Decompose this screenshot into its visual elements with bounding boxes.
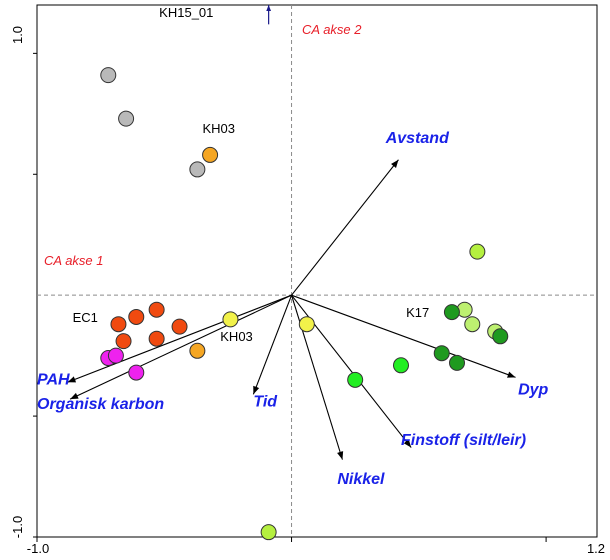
sample-label: KH03 <box>220 329 253 344</box>
label-group: -1.0 1.2 1.0 -1.0 CA akse 1 CA akse 2 KH… <box>10 5 605 556</box>
sample-point <box>148 330 165 347</box>
sample-point <box>100 67 117 84</box>
sample-point <box>443 304 460 321</box>
vector-label-finstoff-silt-leir: Finstoff (silt/leir) <box>401 432 526 449</box>
vector-label-tid: Tid <box>253 393 278 410</box>
sample-point <box>107 347 124 364</box>
vector-label-nikkel: Nikkel <box>337 471 385 488</box>
sample-point <box>115 333 132 350</box>
sample-label: K17 <box>406 305 429 320</box>
sample-point <box>433 345 450 362</box>
axis-label-1: CA akse 1 <box>44 253 104 268</box>
sample-point <box>492 328 509 345</box>
plot-border <box>36 4 598 538</box>
y-tick-label-top: 1.0 <box>10 26 25 44</box>
plot-frame-group <box>33 4 598 542</box>
sample-point <box>222 311 239 328</box>
vector-arrow-avstand <box>291 159 399 296</box>
vector-arrow-pah <box>67 294 292 383</box>
vector-label-pah: PAH <box>37 372 70 389</box>
sample-point <box>469 243 486 260</box>
sample-label: KH03 <box>202 121 235 136</box>
x-tick-label-max: 1.2 <box>587 541 605 556</box>
sample-point <box>347 371 364 388</box>
vector-arrow-organisk-karbon <box>69 294 292 400</box>
axis-label-2: CA akse 2 <box>302 22 362 37</box>
vector-arrow-dyp <box>291 294 516 378</box>
sample-point <box>189 161 206 178</box>
sample-point <box>128 364 145 381</box>
sample-point <box>118 110 135 127</box>
point-group <box>100 67 509 541</box>
vector-label-avstand: Avstand <box>385 130 450 147</box>
sample-point <box>110 316 127 333</box>
sample-point <box>148 301 165 318</box>
sample-point <box>260 524 277 541</box>
vector-arrow-tid <box>252 294 293 395</box>
sample-label: EC1 <box>73 310 98 325</box>
sample-point <box>298 316 315 333</box>
sample-point <box>171 318 188 335</box>
sample-point <box>464 316 481 333</box>
vector-arrow-nikkel <box>291 295 344 460</box>
x-tick-label-min: -1.0 <box>27 541 49 556</box>
y-tick-label-bottom: -1.0 <box>10 516 25 538</box>
sample-point <box>202 146 219 163</box>
vector-label-organisk-karbon: Organisk karbon <box>37 396 164 413</box>
sample-point <box>449 354 465 371</box>
sample-point <box>189 342 206 359</box>
vector-label-dyp: Dyp <box>518 381 548 398</box>
sample-label: KH15_01 <box>159 5 213 20</box>
sample-point <box>393 357 409 374</box>
sample-point <box>128 308 145 325</box>
